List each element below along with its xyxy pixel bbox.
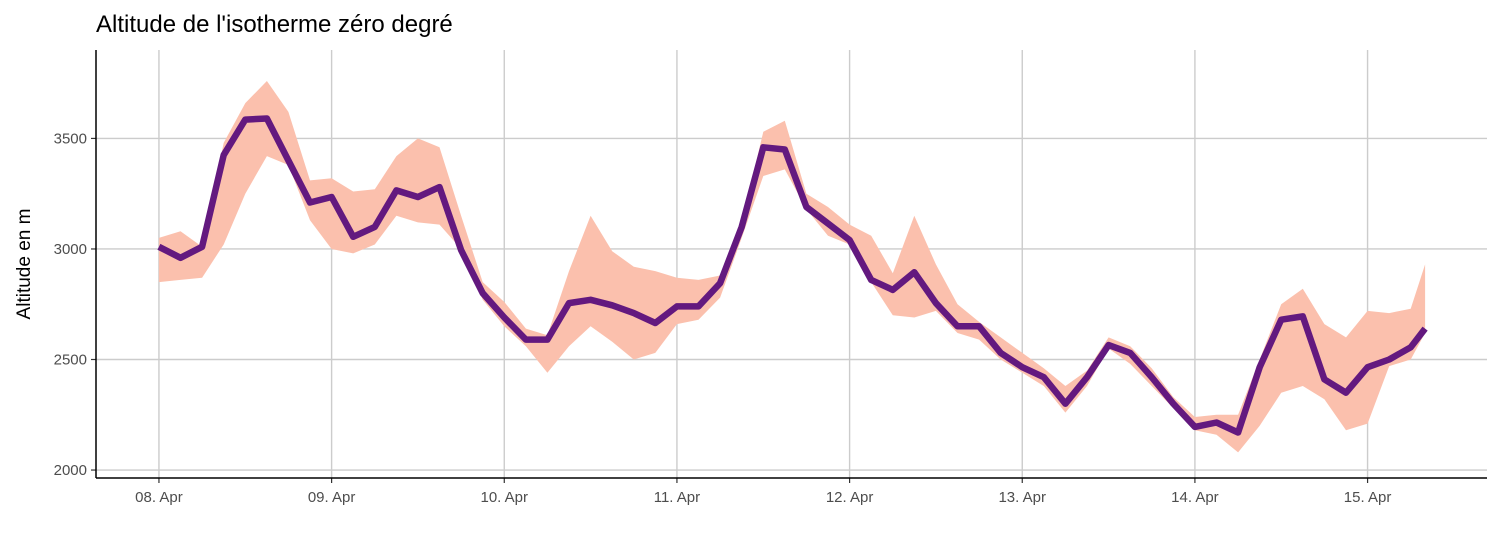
x-tick-label: 09. Apr bbox=[308, 489, 356, 506]
y-tick-label: 2500 bbox=[54, 352, 87, 369]
y-tick-label: 2000 bbox=[54, 462, 87, 479]
x-tick-label: 10. Apr bbox=[480, 489, 528, 506]
chart-title: Altitude de l'isotherme zéro degré bbox=[96, 11, 453, 38]
range-band bbox=[158, 81, 1426, 453]
gridlines bbox=[96, 50, 1487, 478]
y-tick-label: 3000 bbox=[54, 241, 87, 258]
axes: 2000 2500 3000 3500 08. Apr 09. Apr 10. Apr 11.… bbox=[54, 50, 1487, 506]
x-tick-label: 14. Apr bbox=[1171, 489, 1219, 506]
y-tick-label: 3500 bbox=[54, 130, 87, 147]
y-axis-label: Altitude en m bbox=[14, 209, 35, 320]
median-line bbox=[157, 115, 1428, 436]
x-tick-label: 13. Apr bbox=[998, 489, 1046, 506]
x-tick-label: 08. Apr bbox=[135, 489, 183, 506]
x-tick-label: 12. Apr bbox=[826, 489, 874, 506]
x-tick-label: 15. Apr bbox=[1344, 489, 1392, 506]
x-tick-label: 11. Apr bbox=[654, 489, 700, 506]
